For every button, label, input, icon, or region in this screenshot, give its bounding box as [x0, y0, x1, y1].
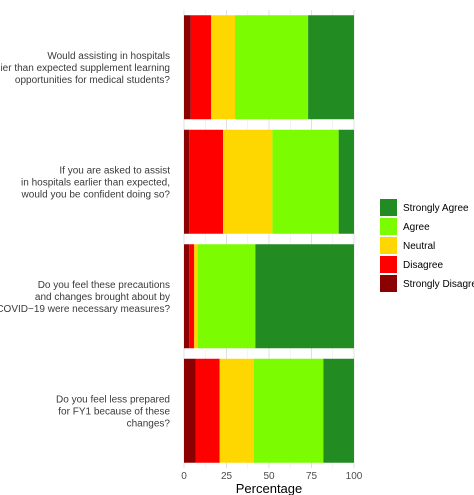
x-tick-label: 25: [221, 471, 233, 482]
legend-swatch: [380, 256, 397, 273]
question-label-line: COVID−19 were necessary measures?: [0, 304, 170, 315]
x-tick-label: 75: [306, 471, 318, 482]
question-label: Do you feel these precautions and changes…: [0, 280, 170, 315]
bar-segment-agree: [235, 15, 309, 120]
x-tick-label: 50: [263, 471, 275, 482]
question-label-line: would you be confident doing so?: [21, 189, 171, 200]
bar-segment-strongly-disagree: [184, 129, 190, 234]
bar-segment-strongly-disagree: [184, 244, 190, 349]
question-label-line: and changes brought about by: [35, 292, 170, 303]
x-tick-label: 100: [346, 471, 363, 482]
x-tick-labels: 0 25 50 75 100: [181, 471, 363, 482]
bar-segment-neutral: [211, 15, 235, 120]
bar-segment-disagree: [195, 358, 220, 463]
bar-segment-disagree: [189, 244, 195, 349]
legend-label: Strongly Disagree: [403, 279, 474, 290]
bar-segment-agree: [197, 244, 256, 349]
bar-segment-strongly-agree: [338, 129, 354, 234]
bar-segment-agree: [272, 129, 339, 234]
legend-label: Strongly Agree: [403, 203, 469, 214]
bars: [184, 15, 354, 463]
bar-segment-strongly-agree: [255, 244, 354, 349]
bar-segment-disagree: [190, 15, 212, 120]
legend: Strongly Agree Agree Neutral Disagree Strong…: [380, 199, 474, 292]
question-label-line: Do you feel less prepared: [56, 394, 170, 405]
question-label: Would assisting in hospitals earlier than…: [0, 51, 170, 86]
bar-segment-strongly-agree: [308, 15, 354, 120]
legend-swatch: [380, 275, 397, 292]
bar-segment-neutral: [194, 244, 198, 349]
x-axis-title: Percentage: [236, 481, 303, 495]
x-tick-label: 0: [181, 471, 187, 482]
question-label-line: If you are asked to assist: [59, 165, 170, 176]
question-label-line: Do you feel these precautions: [38, 280, 170, 291]
legend-swatch: [380, 218, 397, 235]
bar-segment-disagree: [189, 129, 224, 234]
question-labels: Would assisting in hospitals earlier than…: [0, 51, 170, 430]
question-label: Do you feel less prepared for FY1 because…: [56, 394, 170, 429]
bar-segment-neutral: [219, 358, 254, 463]
question-label: If you are asked to assist in hospitals e…: [21, 165, 171, 200]
legend-label: Disagree: [403, 260, 443, 271]
legend-swatch: [380, 199, 397, 216]
question-label-line: changes?: [127, 418, 171, 429]
legend-label: Neutral: [403, 241, 435, 252]
legend-swatch: [380, 237, 397, 254]
question-label-line: in hospitals earlier than expected,: [21, 177, 170, 188]
bar-segment-strongly-agree: [323, 358, 354, 463]
bar-segment-agree: [253, 358, 324, 463]
question-label-line: earlier than expected supplement learnin…: [0, 63, 170, 74]
legend-label: Agree: [403, 222, 430, 233]
question-label-line: opportunities for medical students?: [15, 75, 171, 86]
bar-segment-strongly-disagree: [184, 358, 196, 463]
question-label-line: Would assisting in hospitals: [47, 51, 170, 62]
bar-segment-strongly-disagree: [184, 15, 191, 120]
bar-segment-neutral: [223, 129, 273, 234]
question-label-line: for FY1 because of these: [58, 406, 170, 417]
